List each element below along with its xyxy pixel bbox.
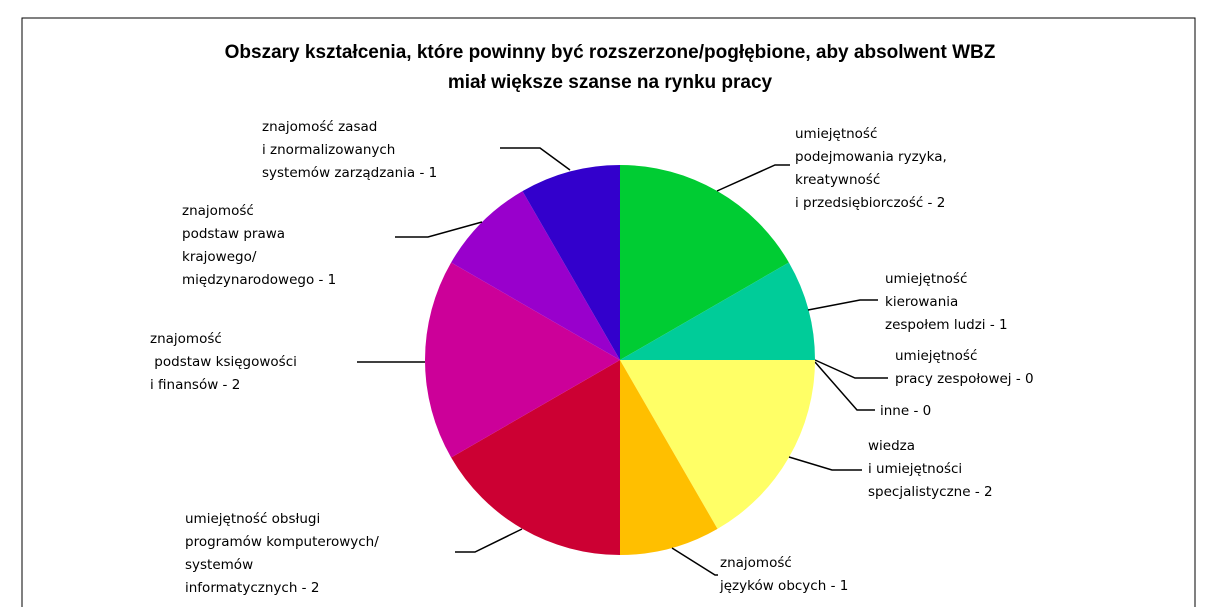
leader-line [716,164,790,192]
slice-label-line: umiejętność [895,348,977,364]
slice-label-line: umiejętność obsługi [185,511,320,527]
slice-label: znajomość zasad i znormalizowanych systemó… [262,119,437,181]
pie-slice [451,191,620,360]
leader-line [455,528,523,553]
slice-label-line: i finansów - 2 [150,377,240,393]
chart-title: miał większe szanse na rynku pracy [448,72,773,93]
pie-slice [620,360,815,529]
slice-label: wiedza i umiejętności specjalistyczne - 2 [868,438,993,500]
pie-slice [425,262,620,458]
slice-label-line: międzynarodowego - 1 [182,272,336,288]
pie-slice [522,165,620,360]
slice-label-line: wiedza [868,438,915,454]
leader-line [500,147,571,171]
slice-label-line: kreatywność [795,172,880,188]
slice-label-line: podstaw księgowości [150,354,297,370]
chart-title: Obszary kształcenia, które powinny być r… [225,42,996,63]
slice-label-line: podejmowania ryzyka, [795,149,947,165]
slice-label: znajomość podstaw prawa krajowego/międzyna… [182,203,336,288]
slice-label-line: znajomość [150,331,222,347]
pie-slice [620,360,718,556]
slice-label-line: krajowego/ [182,249,257,265]
slice-label-line: znajomość zasad [262,119,377,135]
leader-line [814,361,875,411]
slice-label: umiejętność pracy zespołowej - 0 [895,348,1034,387]
slice-label-line: i umiejętności [868,461,962,477]
slice-label-line: języków obcych - 1 [719,578,848,594]
slice-label: umiejętność obsługi programów komputerowy… [185,511,379,596]
slice-label-line: pracy zespołowej - 0 [895,371,1034,387]
slice-label-line: umiejętność [795,126,877,142]
slice-label-line: i przedsiębiorczość - 2 [795,195,945,211]
slice-label-line: zespołem ludzi - 1 [885,317,1008,333]
leader-line [814,359,888,379]
slice-label: umiejętność kierowania zespołem ludzi - 1 [885,271,1008,333]
pie-slice [620,262,815,360]
slice-label-line: systemów [185,557,253,573]
slice-label: umiejętność podejmowania ryzyka, kreatywno… [795,126,947,211]
pie-slice [620,165,789,360]
slice-label: inne - 0 [880,403,931,419]
slice-label: znajomość podstaw księgowości i finansów … [150,331,297,393]
slice-label-line: i znormalizowanych [262,142,395,158]
slice-label-line: podstaw prawa [182,226,285,242]
slice-label-line: inne - 0 [880,403,931,419]
leader-line [395,221,483,238]
slice-label-line: programów komputerowych/ [185,534,379,550]
leader-line [807,299,878,311]
slice-label-line: systemów zarządzania - 1 [262,165,437,181]
leader-line [788,456,862,471]
pie-slice [451,360,620,555]
slice-label-line: znajomość [720,555,792,571]
slice-label-line: umiejętność [885,271,967,287]
slice-label-line: kierowania [885,294,958,310]
slice-label-line: specjalistyczne - 2 [868,484,993,500]
slice-label: znajomość języków obcych - 1 [719,555,848,594]
slice-label-line: znajomość [182,203,254,219]
leader-line [671,547,718,576]
slice-label-line: informatycznych - 2 [185,580,319,596]
